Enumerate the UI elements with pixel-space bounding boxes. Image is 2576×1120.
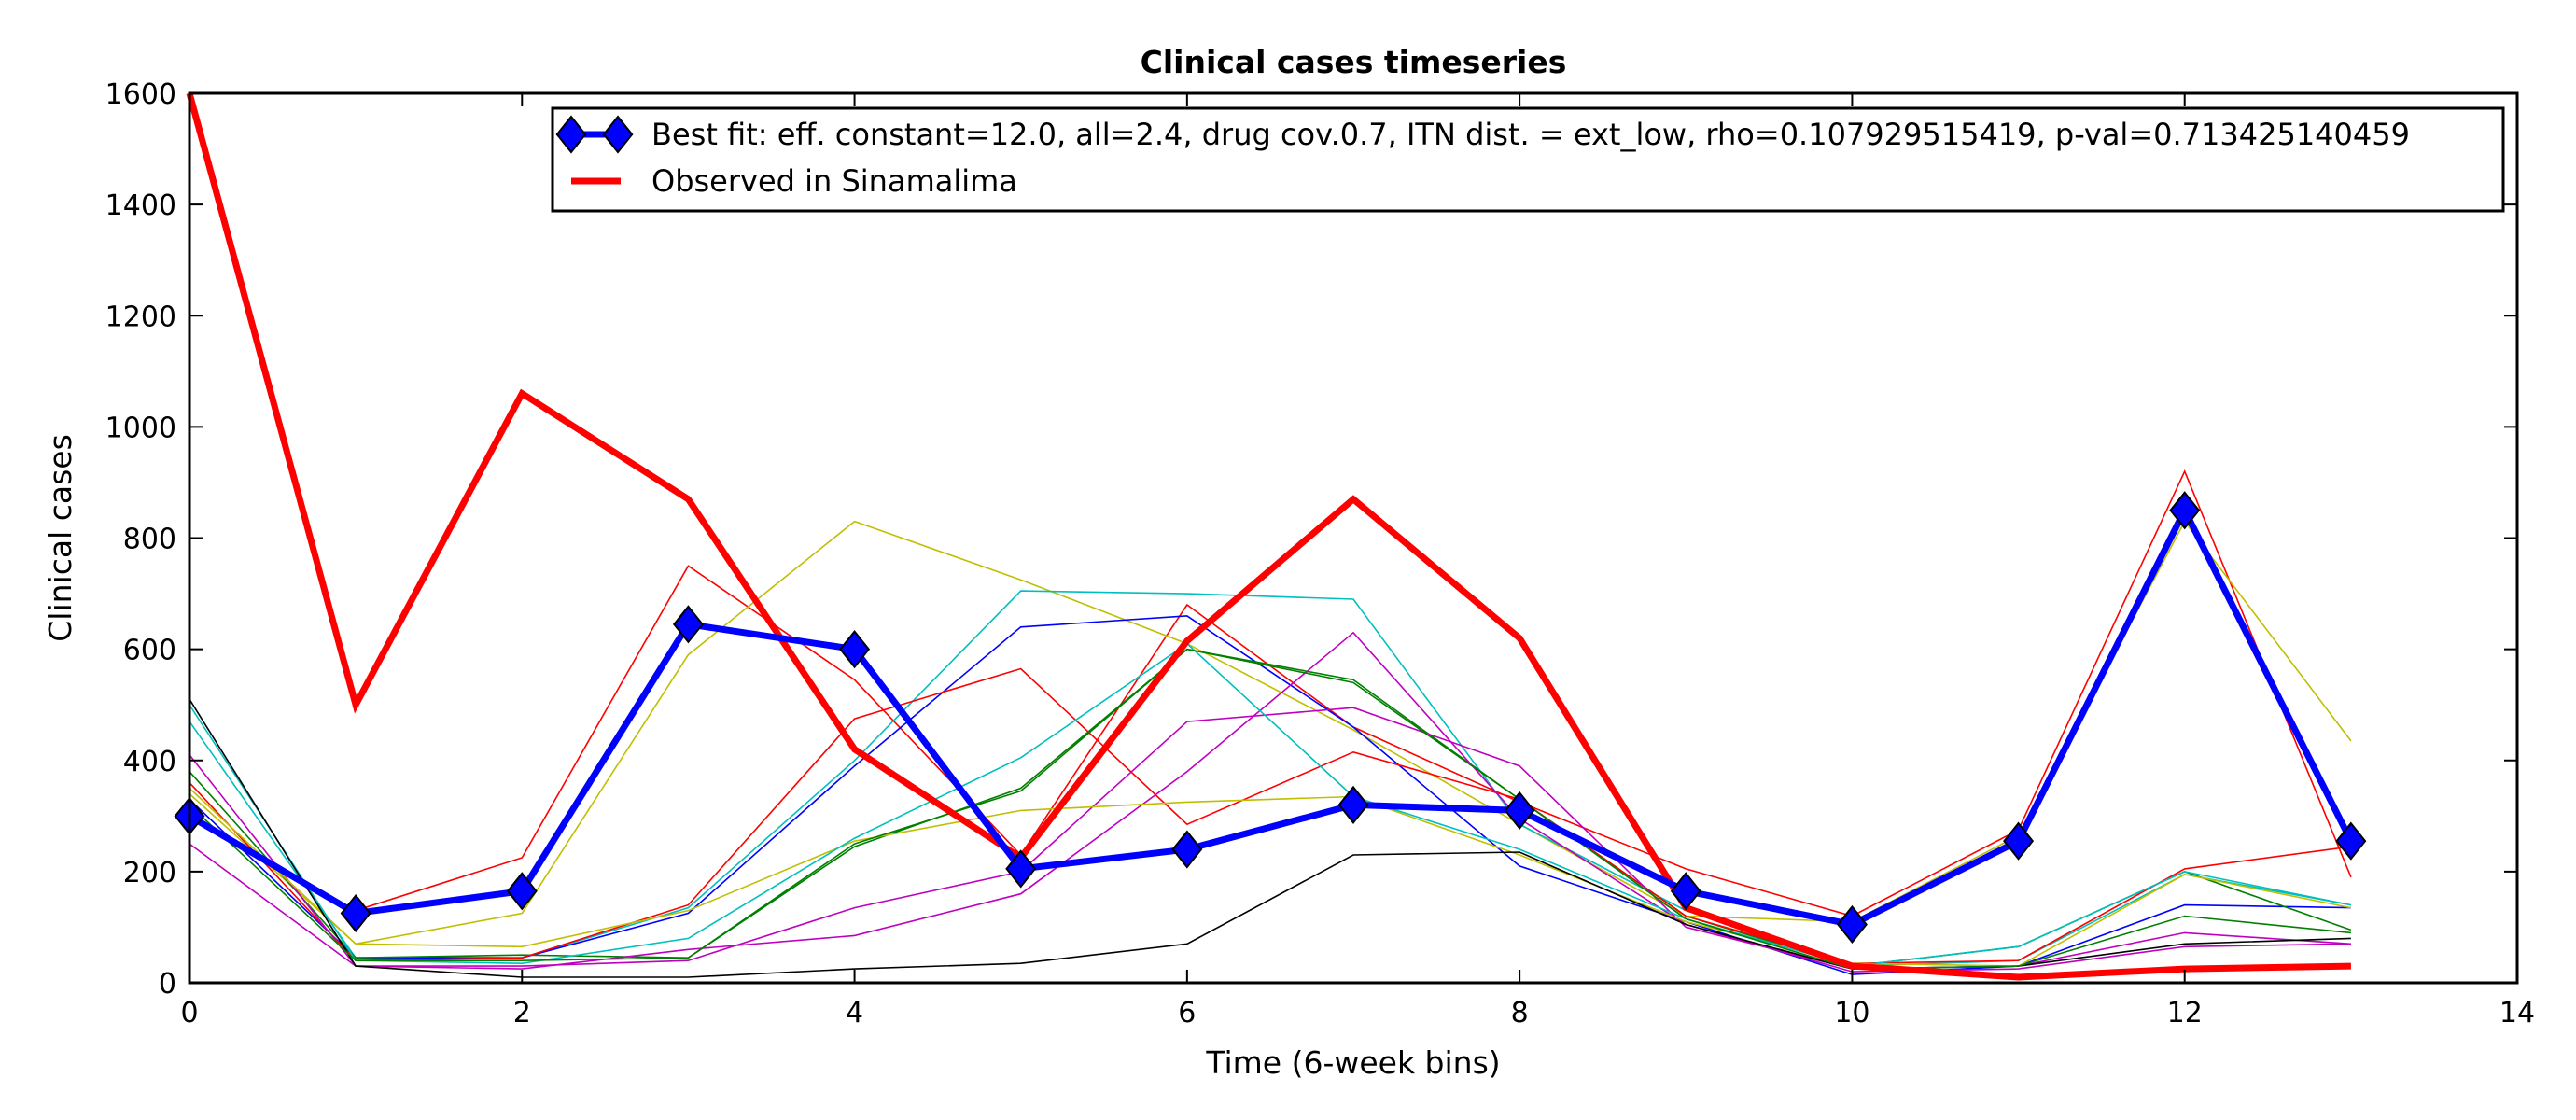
series-line-simulation-5 [189,648,2352,967]
best-fit-marker [1836,904,1868,945]
series-line-simulation-10 [189,642,2352,967]
best-fit-marker [506,872,538,911]
legend-label-best-fit: Best fit: eff. constant=12.0, all=2.4, d… [651,117,2410,152]
chart-title: Clinical cases timeseries [1141,44,1567,80]
best-fit-marker [672,605,704,644]
y-axis-title: Clinical cases [42,434,78,642]
best-fit-marker [2335,821,2367,861]
y-tick-label: 600 [123,635,176,667]
series-line-observed [186,92,2351,981]
legend: Best fit: eff. constant=12.0, all=2.4, d… [551,106,2505,213]
legend-marker-best-fit [555,115,634,154]
series-line-best-fit [188,502,2355,929]
best-fit-marker [839,630,871,669]
x-tick-label: 12 [2167,997,2203,1029]
series-line-simulation-6 [189,667,2352,965]
legend-box [551,106,2505,213]
tick-labels: 0 2 4 6 8 10 12 14 0 200 400 600 800 1000 1200 1400 1600 [105,78,2535,1029]
x-tick-label: 14 [2499,997,2535,1029]
series-line-simulation-2 [189,520,2352,945]
best-fit-marker [1670,872,1701,911]
legend-diamond-marker [602,115,634,154]
series-line-simulation-9 [189,787,2352,967]
x-tick-label: 4 [846,997,863,1029]
axis-ticks [189,92,2518,984]
y-tick-label: 0 [159,968,176,1001]
series-line-simulation-4 [189,615,2351,975]
y-tick-label: 800 [123,524,176,556]
y-tick-label: 400 [123,746,176,778]
x-tick-label: 0 [180,997,198,1029]
best-fit-marker [2003,821,2035,861]
y-tick-label: 1600 [105,78,176,111]
best-fit-marker [2169,491,2201,530]
legend-diamond-marker [555,115,587,154]
y-tick-label: 1000 [105,412,176,444]
x-tick-label: 8 [1511,997,1529,1029]
x-tick-label: 10 [1834,997,1869,1029]
series-line-simulation-12 [189,648,2351,970]
x-tick-label: 2 [513,997,531,1029]
best-fit-marker [1504,791,1535,830]
x-tick-label: 6 [1178,997,1196,1029]
y-tick-label: 1400 [105,189,176,222]
plot-lines [174,92,2367,981]
series-line-simulation-3 [189,590,2352,967]
x-axis-title: Time (6-week bins) [1205,1044,1500,1081]
best-fit-marker [340,893,371,933]
y-tick-label: 1200 [105,301,176,333]
best-fit-marker [1171,830,1203,869]
legend-label-observed: Observed in Sinamalima [651,163,1017,199]
y-tick-label: 200 [123,857,176,889]
best-fit-marker [1337,785,1369,825]
series-line-simulation-8 [189,631,2351,973]
best-fit-marker [1005,849,1037,889]
